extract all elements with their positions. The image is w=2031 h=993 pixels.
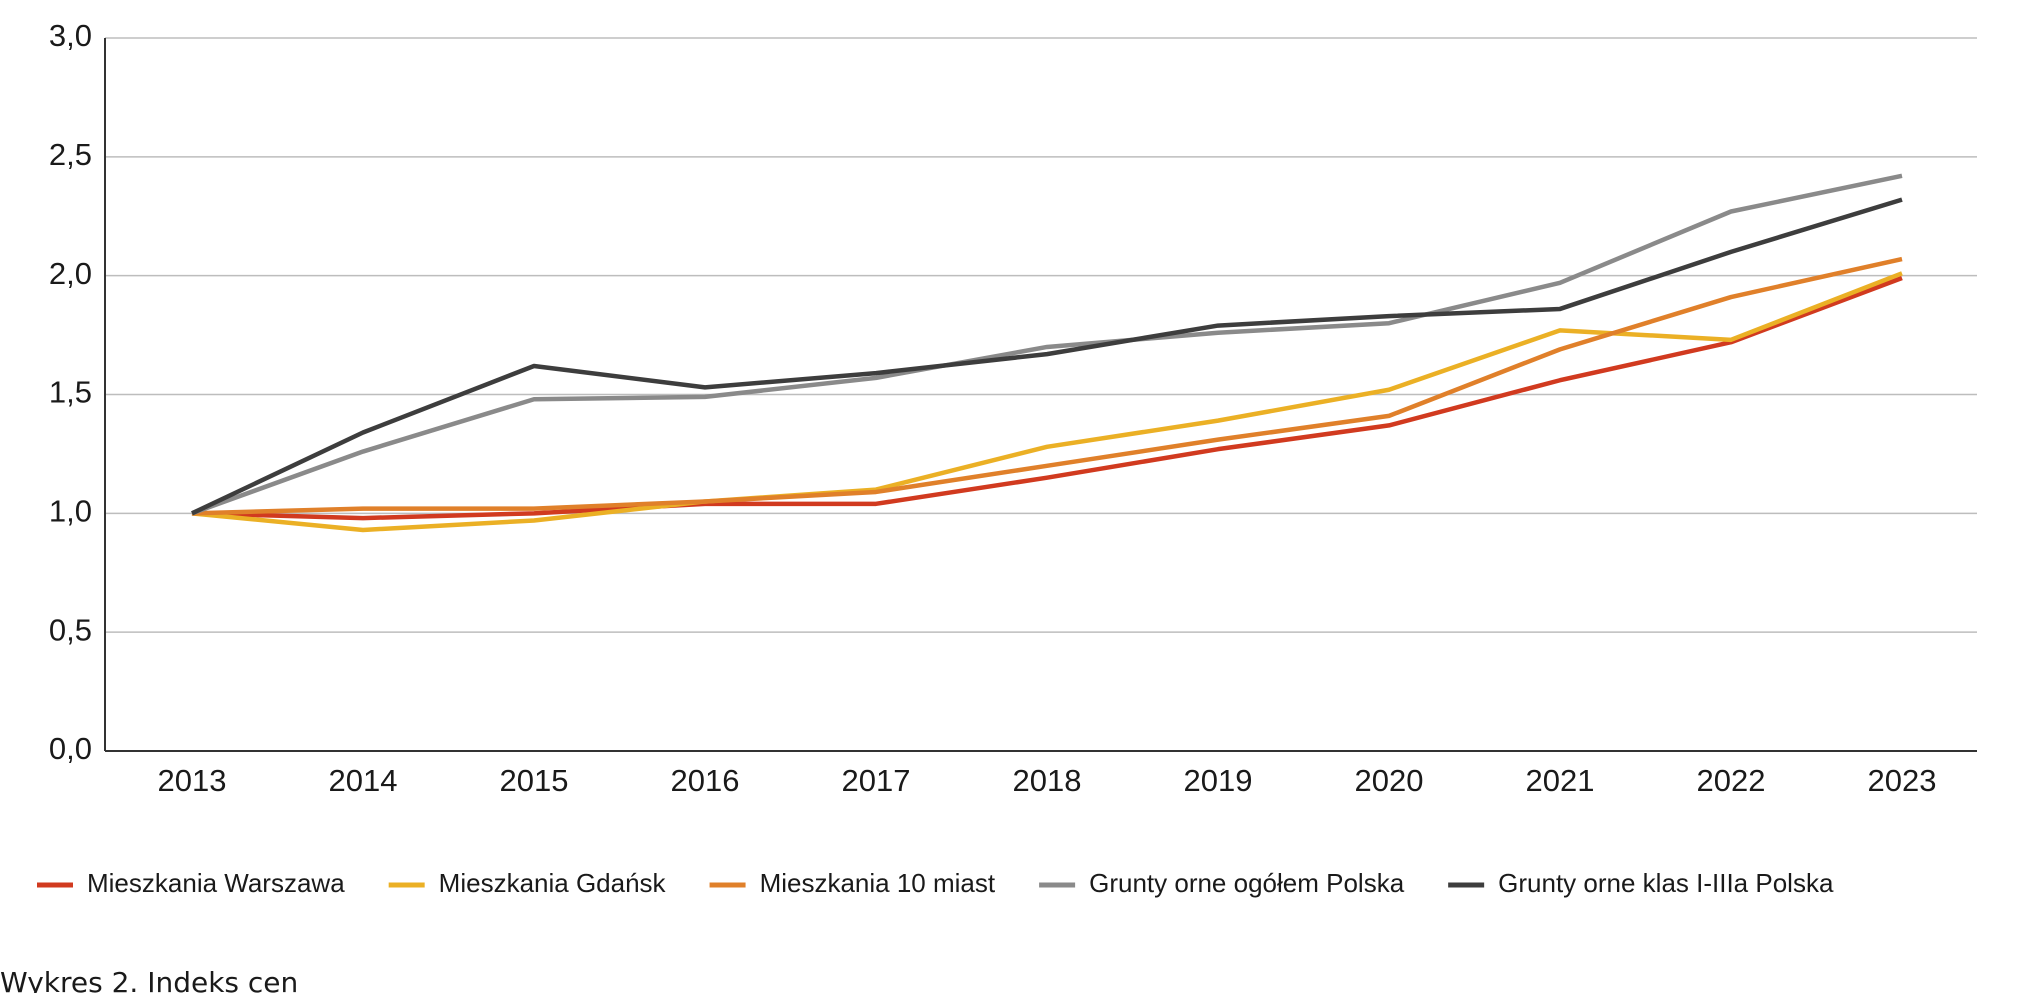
x-tick-label: 2015	[500, 763, 569, 798]
x-tick-label: 2018	[1013, 763, 1082, 798]
legend-label: Grunty orne ogółem Polska	[1089, 868, 1405, 898]
x-tick-label: 2019	[1184, 763, 1253, 798]
caption: Wykres 2. Indeks cen	[0, 966, 298, 993]
x-tick-label: 2021	[1526, 763, 1595, 798]
y-tick-label: 1,5	[49, 375, 92, 410]
y-tick-label: 0,5	[49, 612, 92, 647]
legend-label: Grunty orne klas I-IIIa Polska	[1498, 868, 1834, 898]
y-tick-label: 2,5	[49, 137, 92, 172]
x-tick-label: 2017	[842, 763, 911, 798]
y-tick-label: 1,0	[49, 494, 92, 529]
legend-label: Mieszkania Gdańsk	[439, 868, 667, 898]
legend-label: Mieszkania 10 miast	[760, 868, 996, 898]
x-tick-label: 2016	[671, 763, 740, 798]
series-line	[191, 275, 1903, 521]
x-tick-label: 2013	[158, 763, 227, 798]
y-tick-label: 3,0	[49, 18, 92, 53]
series-line	[191, 173, 1903, 516]
series-line	[191, 256, 1903, 516]
x-tick-label: 2022	[1697, 763, 1766, 798]
y-tick-label: 0,0	[49, 731, 92, 766]
x-tick-label: 2014	[329, 763, 398, 798]
series-line	[191, 197, 1903, 516]
legend-label: Mieszkania Warszawa	[87, 868, 345, 898]
x-tick-label: 2020	[1355, 763, 1424, 798]
x-tick-label: 2023	[1868, 763, 1937, 798]
y-tick-label: 2,0	[49, 256, 92, 291]
